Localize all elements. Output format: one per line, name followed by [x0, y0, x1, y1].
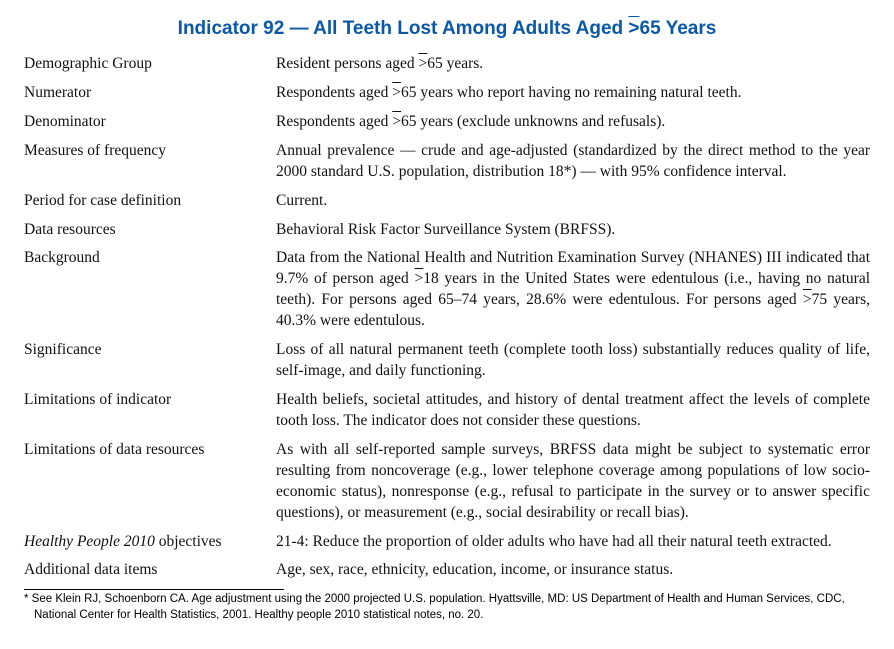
row-lim-indicator: Limitations of indicator Health beliefs,… [24, 390, 870, 432]
row-denominator: Denominator Respondents aged >65 years (… [24, 112, 870, 133]
row-significance: Significance Loss of all natural permane… [24, 340, 870, 382]
label-lim-indicator: Limitations of indicator [24, 390, 276, 411]
footnote-text: * See Klein RJ, Schoenborn CA. Age adjus… [24, 592, 870, 623]
label-period: Period for case definition [24, 191, 276, 212]
label-numerator: Numerator [24, 83, 276, 104]
value-significance: Loss of all natural permanent teeth (com… [276, 340, 870, 382]
denominator-ge: > [392, 113, 401, 130]
label-measures: Measures of frequency [24, 141, 276, 162]
title-ge: > [628, 18, 639, 39]
row-numerator: Numerator Respondents aged >65 years who… [24, 83, 870, 104]
label-denominator: Denominator [24, 112, 276, 133]
background-ge2: > [803, 291, 812, 308]
row-additional: Additional data items Age, sex, race, et… [24, 560, 870, 581]
label-hp2010: Healthy People 2010 objectives [24, 532, 276, 553]
value-numerator: Respondents aged >65 years who report ha… [276, 83, 870, 104]
denominator-post: 65 years (exclude unknowns and refusals)… [401, 113, 665, 130]
value-period: Current. [276, 191, 870, 212]
row-lim-resources: Limitations of data resources As with al… [24, 440, 870, 524]
label-hp2010-italic: Healthy People 2010 [24, 533, 155, 550]
value-resources: Behavioral Risk Factor Surveillance Syst… [276, 220, 870, 241]
indicator-page: Indicator 92 — All Teeth Lost Among Adul… [0, 0, 894, 635]
value-hp2010: 21-4: Reduce the proportion of older adu… [276, 532, 870, 553]
row-demographic: Demographic Group Resident persons aged … [24, 54, 870, 75]
label-resources: Data resources [24, 220, 276, 241]
title-post: 65 Years [640, 18, 717, 39]
title-pre: Indicator 92 — All Teeth Lost Among Adul… [178, 18, 629, 39]
numerator-pre: Respondents aged [276, 84, 392, 101]
value-demographic: Resident persons aged >65 years. [276, 54, 870, 75]
value-measures: Annual prevalence — crude and age-adjust… [276, 141, 870, 183]
denominator-pre: Respondents aged [276, 113, 392, 130]
row-hp2010: Healthy People 2010 objectives 21-4: Red… [24, 532, 870, 553]
demographic-pre: Resident persons aged [276, 55, 418, 72]
demographic-ge: > [418, 55, 427, 72]
label-background: Background [24, 248, 276, 269]
row-background: Background Data from the National Health… [24, 248, 870, 332]
label-demographic: Demographic Group [24, 54, 276, 75]
value-denominator: Respondents aged >65 years (exclude unkn… [276, 112, 870, 133]
value-lim-indicator: Health beliefs, societal attitudes, and … [276, 390, 870, 432]
row-period: Period for case definition Current. [24, 191, 870, 212]
row-resources: Data resources Behavioral Risk Factor Su… [24, 220, 870, 241]
numerator-ge: > [392, 84, 401, 101]
background-ge1: > [414, 270, 423, 287]
label-significance: Significance [24, 340, 276, 361]
numerator-post: 65 years who report having no remaining … [401, 84, 741, 101]
row-measures: Measures of frequency Annual prevalence … [24, 141, 870, 183]
label-lim-resources: Limitations of data resources [24, 440, 276, 461]
value-background: Data from the National Health and Nutrit… [276, 248, 870, 332]
page-title: Indicator 92 — All Teeth Lost Among Adul… [24, 18, 870, 40]
footnote-divider [24, 589, 284, 590]
value-lim-resources: As with all self-reported sample surveys… [276, 440, 870, 524]
label-additional: Additional data items [24, 560, 276, 581]
label-hp2010-rest: objectives [155, 533, 222, 550]
demographic-post: 65 years. [427, 55, 483, 72]
value-additional: Age, sex, race, ethnicity, education, in… [276, 560, 870, 581]
